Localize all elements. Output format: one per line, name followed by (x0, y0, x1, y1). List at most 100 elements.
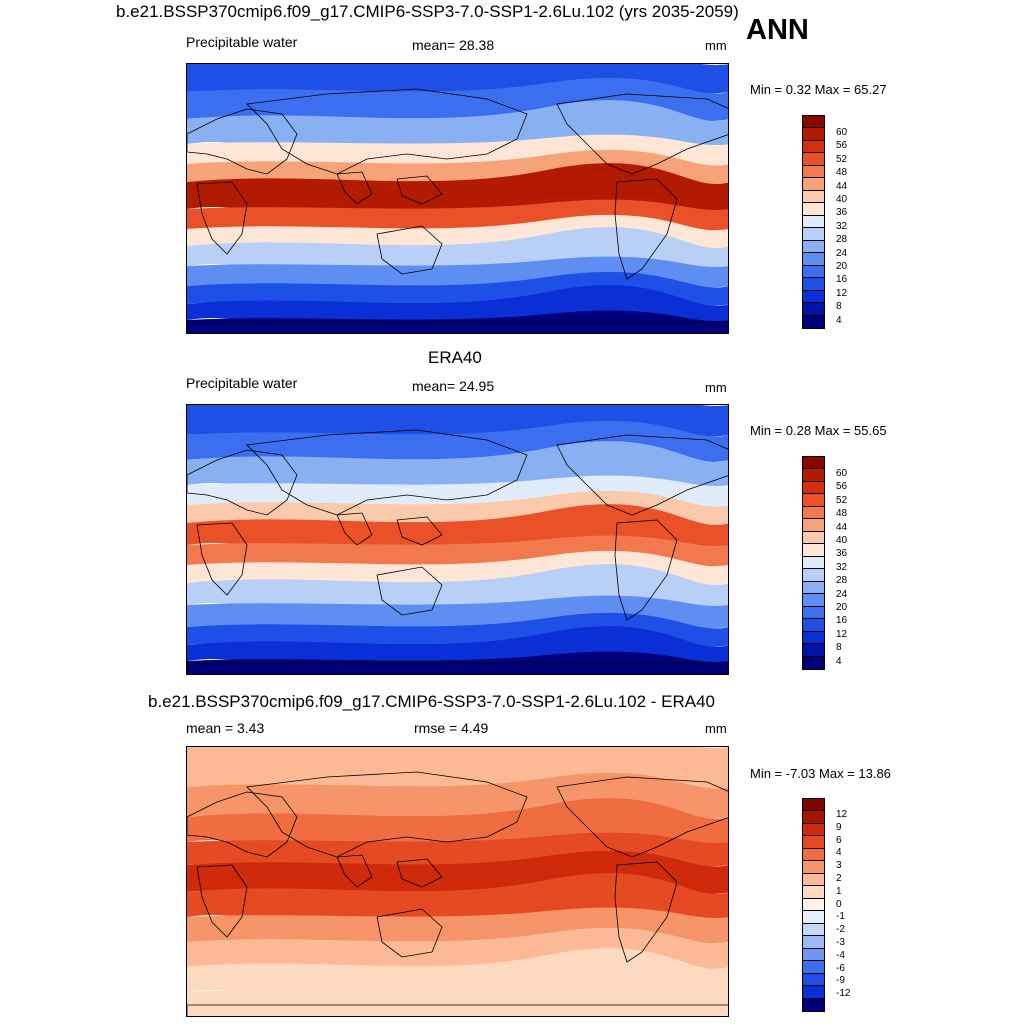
panel-1-mean-label: mean= 28.38 (412, 37, 495, 53)
colorbar-swatch (803, 631, 824, 645)
continent-outline (196, 181, 248, 255)
colorbar-tick-label: 36 (836, 548, 848, 560)
panel-1-minmax: Min = 0.32 Max = 65.27 (750, 82, 887, 97)
colorbar-swatch (803, 886, 824, 899)
continent-outline (187, 662, 728, 674)
continent-outline (187, 449, 298, 516)
colorbar-swatch (803, 986, 824, 999)
colorbar-swatch (803, 481, 824, 495)
continent-outline (196, 522, 248, 596)
colorbar-tick-label: -4 (836, 949, 845, 961)
panel-3-units: mm (705, 721, 727, 736)
panel-1-title: b.e21.BSSP370cmip6.f09_g17.CMIP6-SSP3-7.… (116, 2, 739, 21)
panel-2-map-svg (187, 405, 728, 674)
continent-outline (396, 175, 443, 205)
colorbar-swatch (803, 556, 824, 570)
colorbar-tick-label: 12 (836, 809, 848, 820)
colorbar-swatch (803, 519, 824, 532)
colorbar-tick-label: -6 (836, 962, 845, 974)
colorbar-swatch (803, 303, 824, 316)
continent-outline (246, 88, 528, 175)
panel-1-variable-label: Precipitable water (186, 34, 298, 50)
panel-2-map (186, 404, 729, 675)
colorbar-tick-label: -9 (836, 975, 845, 987)
colorbar-tick-label: -2 (836, 924, 845, 936)
colorbar-tick-label: 8 (836, 642, 842, 654)
panel-1-map (186, 63, 729, 334)
colorbar-tick-label: 44 (836, 180, 848, 192)
colorbar-tick-label: 1 (836, 885, 842, 897)
continent-outline (614, 861, 678, 963)
panel-1-map-svg (187, 64, 728, 333)
colorbar-swatch (803, 848, 824, 862)
panel-3-title: b.e21.BSSP370cmip6.f09_g17.CMIP6-SSP3-7.… (148, 692, 716, 711)
colorbar-tick-label: 16 (836, 615, 848, 627)
colorbar-swatch (803, 861, 824, 874)
continent-outline (187, 791, 298, 858)
continent-outline (376, 566, 443, 616)
panel-1-units: mm (705, 38, 727, 53)
colorbar-swatch (803, 644, 824, 657)
colorbar-tick-label: 48 (836, 167, 848, 179)
colorbar-swatch (803, 873, 824, 887)
colorbar-tick-label: 24 (836, 588, 848, 600)
colorbar-swatch (803, 203, 824, 216)
colorbar-swatch (803, 494, 824, 507)
colorbar-tick-label: 60 (836, 468, 848, 479)
field-band (187, 982, 728, 1016)
continent-outline (336, 512, 373, 546)
continent-outline (336, 171, 373, 205)
colorbar-swatch (803, 898, 824, 912)
colorbar-swatch (803, 911, 824, 924)
colorbar-swatch (803, 457, 824, 470)
colorbar-swatch (803, 128, 824, 141)
colorbar-swatch (803, 799, 824, 812)
colorbar-swatch (803, 544, 824, 557)
panel-3-map (186, 746, 729, 1017)
colorbar-tick-label: 28 (836, 575, 848, 587)
continent-outline (187, 108, 298, 175)
colorbar-swatch (803, 581, 824, 595)
colorbar-tick-label: 4 (836, 655, 842, 667)
colorbar-tick-label: 28 (836, 234, 848, 246)
colorbar-swatch (803, 811, 824, 824)
colorbar-tick-label: 60 (836, 127, 848, 138)
colorbar-swatch (803, 948, 824, 962)
colorbar-swatch (803, 594, 824, 607)
panel-2-title: ERA40 (428, 348, 482, 367)
colorbar-tick-label: -12 (836, 988, 851, 1000)
colorbar-tick-label: 4 (836, 314, 842, 326)
colorbar-swatch (803, 923, 824, 937)
colorbar-tick-label: 52 (836, 153, 848, 165)
colorbar-tick-label: 48 (836, 508, 848, 520)
colorbar-tick-label: 36 (836, 207, 848, 219)
continent-outline (196, 864, 248, 938)
colorbar-swatch (803, 165, 824, 179)
colorbar-tick-label: 20 (836, 602, 848, 613)
colorbar-swatch (803, 619, 824, 632)
colorbar-swatch (803, 836, 824, 849)
panel-2-units: mm (705, 380, 727, 395)
colorbar-tick-label: 16 (836, 274, 848, 286)
continent-outline (246, 771, 528, 858)
colorbar-tick-label: 2 (836, 873, 842, 884)
continent-outline (614, 519, 678, 621)
colorbar-swatch (803, 936, 824, 949)
colorbar-tick-label: 44 (836, 521, 848, 533)
colorbar-swatch (803, 228, 824, 241)
colorbar-swatch (803, 215, 824, 229)
panel-3-colorbar (802, 798, 825, 1012)
continent-outline (556, 776, 728, 858)
panel-3-rmse-label: rmse = 4.49 (414, 720, 489, 736)
colorbar-tick-label: 12 (836, 287, 848, 299)
colorbar-swatch (803, 315, 824, 328)
continent-outline (376, 908, 443, 958)
continent-outline (336, 854, 373, 888)
panel-3-minmax: Min = -7.03 Max = 13.86 (750, 766, 891, 781)
colorbar-tick-label: 32 (836, 220, 848, 232)
colorbar-tick-label: 6 (836, 834, 842, 846)
colorbar-swatch (803, 278, 824, 291)
colorbar-swatch (803, 998, 824, 1011)
colorbar-tick-label: 40 (836, 194, 848, 205)
colorbar-tick-label: 32 (836, 561, 848, 573)
